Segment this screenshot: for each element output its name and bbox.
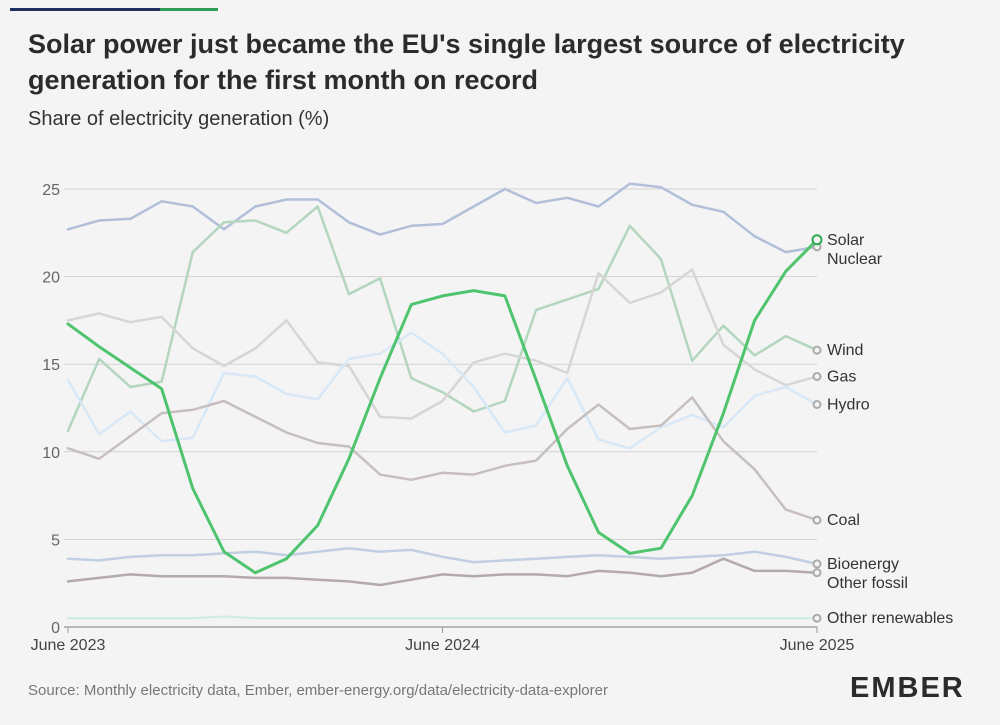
series-line-other-renewables [67,615,818,620]
series-line-hydro [66,331,819,450]
end-label-bioenergy: Bioenergy [827,556,899,573]
series-line-other-fossil [66,557,819,587]
series-line-solar [66,238,819,575]
x-tick-label-june-2025: June 2025 [780,637,855,654]
end-label-gas: Gas [827,368,856,385]
end-label-wind: Wind [827,342,863,359]
series-line-gas [66,268,819,420]
end-label-hydro: Hydro [827,396,870,413]
end-marker-coal [812,515,822,525]
chart-title: Solar power just became the EU's single … [28,29,905,95]
y-tick-label-15: 15 [42,357,60,374]
series-line-coal [66,396,819,522]
y-tick-label-25: 25 [42,182,60,199]
end-label-solar: Solar [827,232,865,249]
y-tick-label-5: 5 [51,532,60,549]
chart-subtitle: Share of electricity generation (%) [28,108,330,130]
ember-logo: EMBER [850,672,965,704]
x-tick-label-june-2024: June 2024 [405,637,480,654]
end-label-other-renewables: Other renewables [827,610,953,627]
end-label-other-fossil: Other fossil [827,575,908,592]
x-tick-label-june-2023: June 2023 [31,637,106,654]
end-marker-bioenergy [812,559,822,569]
y-tick-label-0: 0 [51,620,60,637]
end-marker-other-renewables [812,613,822,623]
end-label-coal: Coal [827,512,860,529]
series-line-nuclear [66,182,819,254]
end-label-nuclear: Nuclear [827,251,883,268]
end-marker-gas [812,371,822,381]
top-accent-dark [10,8,160,11]
end-marker-wind [812,345,822,355]
end-marker-other-fossil [812,568,822,578]
top-accent-bar [10,8,218,11]
source-note: Source: Monthly electricity data, Ember,… [28,682,608,699]
y-tick-label-10: 10 [42,445,60,462]
series-line-bioenergy [66,546,819,566]
y-tick-label-20: 20 [42,270,60,287]
series-line-wind [66,205,819,433]
end-marker-solar [811,234,823,246]
top-accent-green [160,8,218,11]
end-marker-hydro [812,399,822,409]
